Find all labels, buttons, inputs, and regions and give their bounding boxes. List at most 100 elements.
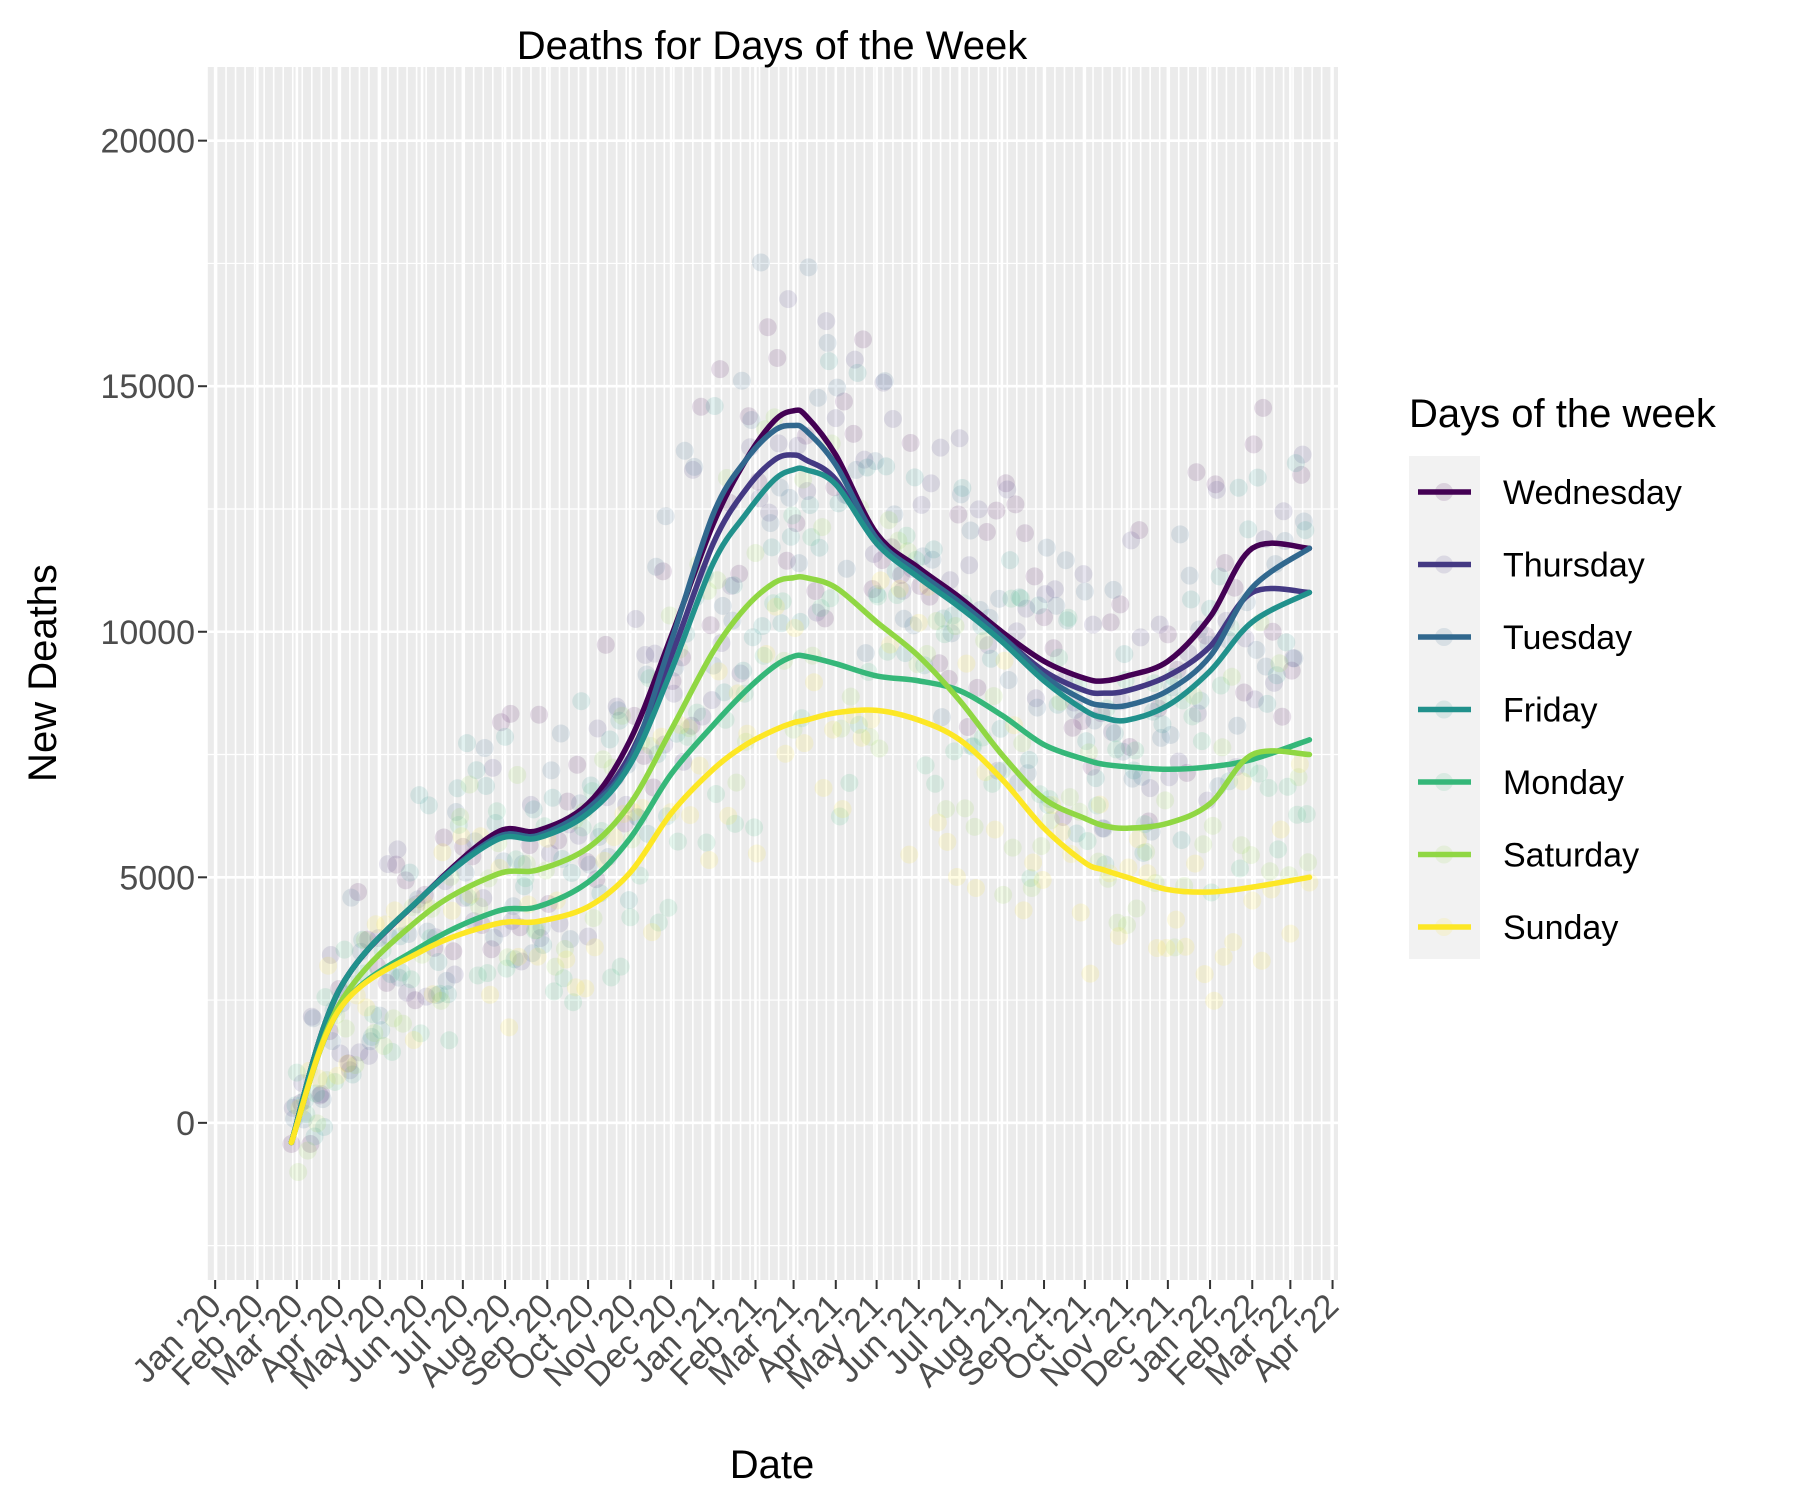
scatter-point: [724, 576, 743, 595]
scatter-point: [325, 1072, 344, 1091]
scatter-point: [871, 571, 890, 590]
scatter-point: [791, 612, 810, 631]
scatter-point: [745, 818, 764, 837]
scatter-point: [916, 756, 935, 775]
scatter-point: [960, 556, 979, 575]
scatter-point: [702, 691, 721, 710]
scatter-point: [528, 947, 547, 966]
y-axis: 0 5000 10000 15000 20000: [100, 123, 207, 1143]
scatter-point: [881, 635, 900, 654]
scatter-point: [602, 968, 621, 987]
scatter-point: [877, 457, 896, 476]
scatter-point: [457, 734, 476, 753]
scatter-point: [1017, 599, 1036, 618]
y-tick-label: 0: [176, 1105, 195, 1143]
scatter-point: [769, 434, 788, 453]
scatter-point: [928, 813, 947, 832]
scatter-point: [389, 968, 408, 987]
scatter-point: [406, 991, 425, 1010]
scatter-point: [885, 505, 904, 524]
scatter-point: [830, 807, 849, 826]
scatter-point: [342, 888, 361, 907]
scatter-point: [1169, 752, 1188, 771]
scatter-point: [429, 953, 448, 972]
series-line-monday: [288, 652, 1313, 1146]
scatter-point: [1282, 661, 1301, 680]
scatter-point: [531, 929, 550, 948]
scatter-point: [878, 642, 897, 661]
scatter-point: [788, 436, 807, 455]
scatter-point: [1120, 737, 1139, 756]
scatter-point: [1194, 835, 1213, 854]
scatter-point: [1210, 567, 1229, 586]
scatter-point: [732, 371, 751, 390]
scatter-point: [682, 716, 701, 735]
scatter-point: [1073, 712, 1092, 731]
scatter-point: [474, 889, 493, 908]
scatter-point: [681, 806, 700, 825]
scatter-point: [773, 592, 792, 611]
scatter-point: [1232, 836, 1251, 855]
scatter-point: [566, 978, 585, 997]
scatter-point: [340, 1061, 359, 1080]
scatter-point: [526, 921, 545, 940]
scatter-point: [1103, 722, 1122, 741]
scatter-point: [1137, 842, 1156, 861]
scatter-point: [847, 460, 866, 479]
scatter-point: [957, 654, 976, 673]
scatter-point: [359, 1046, 378, 1065]
scatter-point: [1113, 742, 1132, 761]
scatter-point: [768, 348, 787, 367]
scatter-point: [809, 388, 828, 407]
scatter-point: [534, 935, 553, 954]
scatter-point: [824, 720, 843, 739]
scatter-point: [1052, 823, 1071, 842]
scatter-point: [958, 718, 977, 737]
scatter-point: [837, 559, 856, 578]
scatter-point: [301, 1134, 320, 1153]
scatter-point: [1299, 853, 1318, 872]
scatter-point: [690, 756, 709, 775]
scatter-point: [964, 737, 983, 756]
scatter-point: [852, 728, 871, 747]
scatter-point: [715, 683, 734, 702]
scatter-point: [402, 970, 421, 989]
scatter-point: [1041, 811, 1060, 830]
scatter-point: [708, 571, 727, 590]
scatter-point: [298, 1141, 317, 1160]
scatter-point: [584, 909, 603, 928]
scatter-point: [888, 586, 907, 605]
scatter-point: [709, 662, 728, 681]
y-tick-label: 5000: [119, 859, 195, 897]
scatter-point: [764, 594, 783, 613]
scatter-point: [866, 452, 885, 471]
scatter-point: [1187, 463, 1206, 482]
scatter-point: [1256, 657, 1275, 676]
scatter-point: [440, 1031, 459, 1050]
scatter-point: [994, 885, 1013, 904]
scatter-point: [517, 854, 536, 873]
scatter-point: [730, 564, 749, 583]
scatter-point: [938, 832, 957, 851]
scatter-point: [540, 844, 559, 863]
scatter-point: [568, 755, 587, 774]
scatter-point: [705, 397, 724, 416]
scatter-point: [1231, 859, 1250, 878]
scatter-point: [585, 938, 604, 957]
scatter-point: [524, 800, 543, 819]
scatter-point: [1058, 611, 1077, 630]
scatter-point: [829, 494, 848, 513]
scatter-point: [811, 598, 830, 617]
scatter-point: [335, 940, 354, 959]
scatter-point: [1214, 947, 1233, 966]
scatter-point: [1104, 580, 1123, 599]
scatter-point: [923, 550, 942, 569]
scatter-point: [460, 775, 479, 794]
scatter-point: [357, 998, 376, 1017]
scatter-point: [977, 522, 996, 541]
scatter-point: [987, 501, 1006, 520]
scatter-point: [374, 1037, 393, 1056]
scatter-point: [1122, 531, 1141, 550]
scatter-point: [475, 739, 494, 758]
scatter-point: [1134, 843, 1153, 862]
